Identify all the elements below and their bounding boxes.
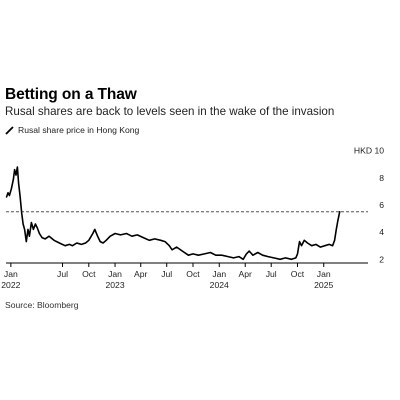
source-note: Source: Bloomberg (5, 300, 79, 310)
x-tick-label: Jan (212, 269, 226, 279)
x-tick-label: Jan (317, 269, 331, 279)
chart-subtitle: Rusal shares are back to levels seen in … (5, 105, 335, 118)
x-tick-label: Jan (4, 269, 18, 279)
legend-line-icon (5, 125, 14, 135)
y-tick-label: 8 (379, 173, 384, 183)
legend-label: Rusal share price in Hong Kong (18, 125, 140, 135)
y-tick-label: 2 (379, 254, 384, 264)
legend: Rusal share price in Hong Kong (5, 125, 139, 135)
x-tick-label: Apr (239, 269, 253, 279)
x-tick-label: Jul (57, 269, 68, 279)
chart-title: Betting on a Thaw (5, 86, 137, 103)
y-tick-label: 4 (379, 227, 384, 237)
x-year-label: 2022 (1, 280, 20, 290)
x-year-label: 2024 (210, 280, 229, 290)
series-line-rusal (5, 166, 341, 261)
x-tick-label: Oct (82, 269, 96, 279)
x-year-label: 2025 (314, 280, 333, 290)
x-tick-label: Apr (134, 269, 148, 279)
x-tick-label: Oct (186, 269, 200, 279)
x-tick-label: Jul (266, 269, 277, 279)
y-tick-label: 6 (379, 200, 384, 210)
x-tick-label: Jan (108, 269, 122, 279)
x-tick-label: Jul (161, 269, 172, 279)
y-tick-label: HKD 10 (354, 146, 384, 156)
x-tick-label: Oct (291, 269, 305, 279)
x-year-label: 2023 (105, 280, 124, 290)
